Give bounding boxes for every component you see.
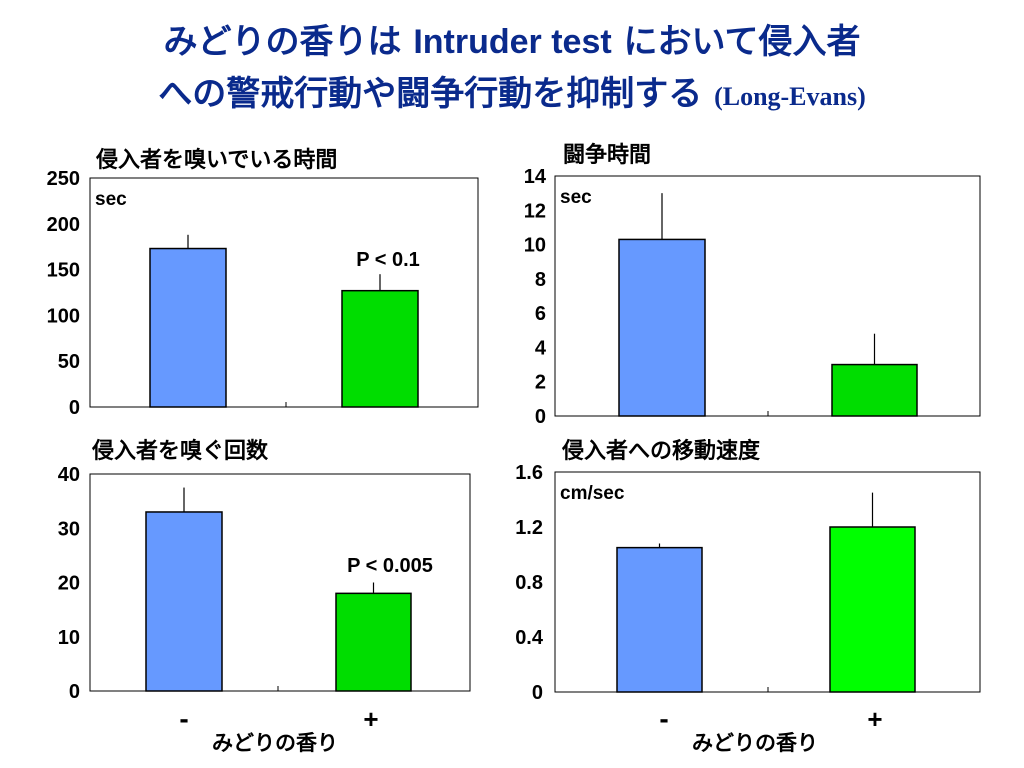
x-category-minus: - [659,703,668,734]
chart-panel-3: 40 30 20 10 0 侵入者を嗅ぐ回数 P < 0.005 [58,438,471,703]
x-category-minus: - [179,703,188,734]
x-category-plus: + [867,704,882,734]
y-tick-label: 250 [47,168,80,190]
chart-title: 侵入者を嗅いでいる時間 [95,147,337,173]
bar-scent [341,289,419,408]
plot-frame [89,177,479,408]
y-tick-label: 2 [535,372,546,394]
title-text-1c: において侵入者 [611,22,861,62]
y-tick-label: 1.2 [515,517,543,539]
y-tick-label: 200 [47,214,80,236]
x-axis-group-2: - + みどりの香り [659,703,882,755]
x-axis-group-1: - + みどりの香り [179,703,378,755]
p-value-annotation: P < 0.1 [356,249,420,271]
x-group-label: みどりの香り [212,731,338,755]
unit-label: sec [95,189,127,210]
plot-frame [89,473,471,692]
chart-panel-4: 1.6 1.2 0.8 0.4 0 侵入者への移動速度 cm/sec [515,438,981,704]
y-tick-label: 50 [58,351,80,373]
bar-control [618,238,706,417]
title-text-1a: みどりの香りは [163,22,414,62]
y-tick-label: 8 [535,269,546,291]
slide-title-line-1: みどりの香りは Intruder test において侵入者 [0,14,1024,63]
y-tick-label: 0.8 [515,572,543,594]
slide-title-line-2: への警戒行動や闘争行動を抑制する (Long-Evans) [0,66,1024,115]
chart-title: 闘争時間 [563,142,651,168]
bar-scent [831,363,918,417]
y-tick-label: 12 [524,200,546,222]
unit-label: cm/sec [560,483,625,504]
y-tick-label: 100 [47,305,80,327]
chart-panel-1: 250 200 150 100 50 0 侵入者を嗅いでいる時間 sec P < 0.1 [47,147,479,419]
unit-label: sec [560,187,592,208]
y-tick-label: 4 [535,337,547,359]
x-group-label: みどりの香り [692,731,818,755]
y-tick-label: 10 [524,235,546,257]
y-tick-label: 0.4 [515,627,544,649]
title-text-1b: Intruder test [413,23,612,61]
y-tick-label: 150 [47,260,80,282]
title-text-2a: への警戒行動や闘争行動を抑制する [158,74,715,114]
chart-panel-2: 14 12 10 8 6 4 2 0 闘争時間 sec [524,142,981,428]
bar-control [616,546,703,693]
p-value-annotation: P < 0.005 [347,555,433,577]
chart-title: 侵入者への移動速度 [561,438,761,464]
y-tick-label: 30 [58,518,80,540]
y-tick-label: 0 [69,681,80,703]
y-tick-label: 0 [532,682,543,704]
y-tick-label: 14 [524,166,547,188]
y-tick-label: 10 [58,627,80,649]
y-tick-label: 20 [58,573,80,595]
y-tick-label: 0 [69,397,80,419]
title-text-2b: (Long-Evans) [714,82,866,111]
y-tick-label: 0 [535,406,546,428]
bar-control [149,247,227,408]
y-tick-label: 40 [58,464,80,486]
x-category-plus: + [363,704,378,734]
bar-scent [335,592,412,692]
y-tick-label: 1.6 [515,462,543,484]
bar-scent [829,526,916,693]
chart-title: 侵入者を嗅ぐ回数 [91,438,269,464]
y-tick-label: 6 [535,303,546,325]
bar-control [145,511,223,692]
